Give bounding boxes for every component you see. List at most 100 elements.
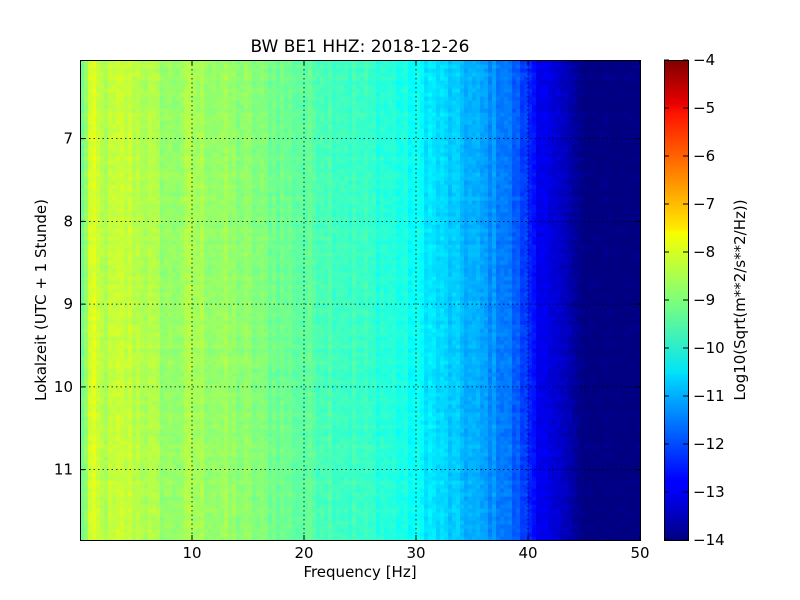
heatmap-cell bbox=[336, 492, 341, 497]
heatmap-cell bbox=[444, 416, 449, 421]
heatmap-cell bbox=[580, 440, 585, 445]
heatmap-cell bbox=[108, 516, 113, 521]
heatmap-cell bbox=[432, 492, 437, 497]
heatmap-cell bbox=[572, 484, 577, 489]
heatmap-cell bbox=[216, 528, 221, 533]
heatmap-cell bbox=[160, 460, 165, 465]
heatmap-cell bbox=[476, 484, 481, 489]
heatmap-cell bbox=[444, 504, 449, 509]
heatmap-cell bbox=[92, 428, 97, 433]
heatmap-cell bbox=[628, 532, 633, 537]
heatmap-cell bbox=[424, 484, 429, 489]
heatmap-cell bbox=[176, 428, 181, 433]
heatmap-cell bbox=[588, 480, 593, 485]
heatmap-cell bbox=[292, 400, 297, 405]
heatmap-cell bbox=[516, 516, 521, 521]
heatmap-cell bbox=[520, 528, 525, 533]
heatmap-cell bbox=[432, 536, 437, 541]
heatmap-cell bbox=[548, 412, 553, 417]
heatmap-cell bbox=[404, 424, 409, 429]
heatmap-cell bbox=[164, 508, 169, 513]
heatmap-cell bbox=[180, 436, 185, 441]
heatmap-cell bbox=[360, 448, 365, 453]
heatmap-cell bbox=[336, 528, 341, 533]
heatmap-cell bbox=[392, 536, 397, 541]
heatmap-cell bbox=[308, 444, 313, 449]
heatmap-cell bbox=[236, 512, 241, 517]
heatmap-cell bbox=[116, 496, 121, 501]
heatmap-cell bbox=[632, 516, 637, 521]
heatmap-cell bbox=[296, 428, 301, 433]
heatmap-cell bbox=[464, 520, 469, 525]
heatmap-cell bbox=[120, 504, 125, 509]
heatmap-cell bbox=[208, 512, 213, 517]
heatmap-cell bbox=[432, 396, 437, 401]
heatmap-cell bbox=[300, 412, 305, 417]
heatmap-cell bbox=[276, 428, 281, 433]
heatmap-cell bbox=[276, 468, 281, 473]
heatmap-cell bbox=[256, 492, 261, 497]
heatmap-cell bbox=[112, 504, 117, 509]
heatmap-cell bbox=[500, 508, 505, 513]
heatmap-cell bbox=[600, 448, 605, 453]
heatmap-cell bbox=[304, 408, 309, 413]
heatmap-cell bbox=[320, 448, 325, 453]
heatmap-cell bbox=[348, 464, 353, 469]
heatmap-cell bbox=[580, 524, 585, 529]
heatmap-cell bbox=[528, 452, 533, 457]
heatmap-cell bbox=[212, 444, 217, 449]
heatmap-cell bbox=[392, 436, 397, 441]
heatmap-cell bbox=[392, 452, 397, 457]
heatmap-cell bbox=[104, 520, 109, 525]
heatmap-cell bbox=[444, 412, 449, 417]
heatmap-cell bbox=[532, 440, 537, 445]
heatmap-cell bbox=[308, 412, 313, 417]
heatmap-cell bbox=[176, 520, 181, 525]
heatmap-cell bbox=[380, 452, 385, 457]
heatmap-cell bbox=[544, 476, 549, 481]
heatmap-cell bbox=[396, 536, 401, 541]
heatmap-cell bbox=[600, 408, 605, 413]
heatmap-cell bbox=[400, 428, 405, 433]
heatmap-cell bbox=[332, 420, 337, 425]
heatmap-cell bbox=[440, 408, 445, 413]
heatmap-cell bbox=[624, 512, 629, 517]
heatmap-cell bbox=[120, 432, 125, 437]
heatmap-cell bbox=[216, 424, 221, 429]
heatmap-cell bbox=[588, 440, 593, 445]
heatmap-cell bbox=[416, 452, 421, 457]
heatmap-cell bbox=[420, 528, 425, 533]
heatmap-cell bbox=[456, 496, 461, 501]
heatmap-cell bbox=[536, 408, 541, 413]
heatmap-cell bbox=[520, 532, 525, 537]
heatmap-cell bbox=[300, 480, 305, 485]
heatmap-cell bbox=[224, 512, 229, 517]
heatmap-cell bbox=[240, 476, 245, 481]
heatmap-cell bbox=[344, 404, 349, 409]
heatmap-cell bbox=[360, 468, 365, 473]
heatmap-cell bbox=[112, 476, 117, 481]
heatmap-cell bbox=[180, 532, 185, 537]
heatmap-cell bbox=[228, 476, 233, 481]
heatmap-cell bbox=[392, 412, 397, 417]
heatmap-cell bbox=[360, 404, 365, 409]
heatmap-cell bbox=[548, 444, 553, 449]
heatmap-cell bbox=[140, 520, 145, 525]
heatmap-cell bbox=[420, 520, 425, 525]
heatmap-cell bbox=[340, 396, 345, 401]
heatmap-cell bbox=[424, 528, 429, 533]
heatmap-cell bbox=[500, 444, 505, 449]
heatmap-cell bbox=[284, 524, 289, 529]
heatmap-cell bbox=[464, 480, 469, 485]
heatmap-cell bbox=[188, 408, 193, 413]
heatmap-cell bbox=[168, 428, 173, 433]
heatmap-cell bbox=[124, 404, 129, 409]
heatmap-cell bbox=[292, 412, 297, 417]
heatmap-cell bbox=[212, 416, 217, 421]
heatmap-cell bbox=[108, 412, 113, 417]
heatmap-cell bbox=[480, 516, 485, 521]
heatmap-cell bbox=[364, 428, 369, 433]
heatmap-cell bbox=[532, 504, 537, 509]
heatmap-cell bbox=[392, 492, 397, 497]
heatmap-cell bbox=[356, 512, 361, 517]
